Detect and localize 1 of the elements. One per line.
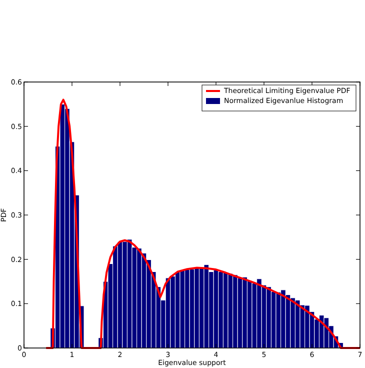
line-series xyxy=(45,98,361,349)
